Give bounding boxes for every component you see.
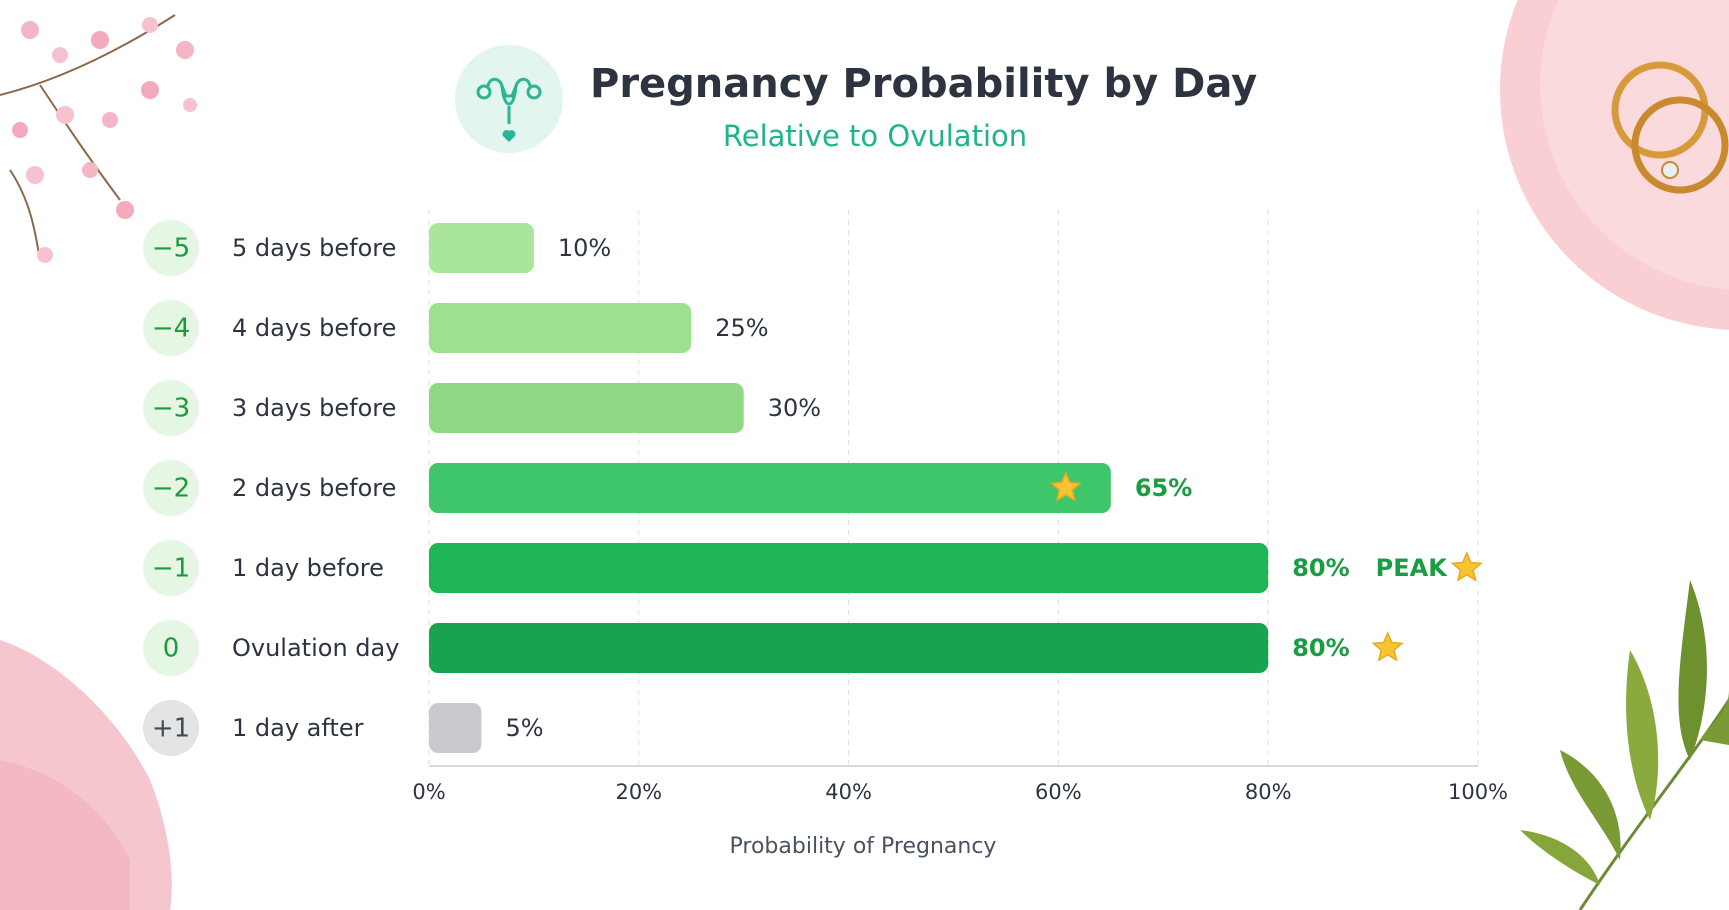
annotation: PEAK xyxy=(1376,554,1449,582)
value-label: 65% xyxy=(1135,474,1192,502)
y-tick-label: 1 day before xyxy=(232,554,384,582)
star-icon xyxy=(1450,551,1483,582)
title-icon xyxy=(455,45,563,153)
value-label: 5% xyxy=(505,714,543,742)
x-axis-label: Probability of Pregnancy xyxy=(730,834,997,859)
decoration-plate xyxy=(1500,0,1729,330)
day-badge xyxy=(143,220,199,276)
day-offset-label: −1 xyxy=(152,554,190,584)
day-badge xyxy=(143,300,199,356)
day-offset-label: 0 xyxy=(163,634,180,664)
bar xyxy=(429,223,534,273)
star-icon xyxy=(1371,631,1404,662)
bar xyxy=(429,383,744,433)
y-tick-label: 1 day after xyxy=(232,714,364,742)
day-badge xyxy=(143,700,199,756)
day-badge xyxy=(143,380,199,436)
bar xyxy=(429,703,482,753)
value-label: 80% xyxy=(1292,554,1349,582)
chart-subtitle: Relative to Ovulation xyxy=(723,119,1027,153)
day-badge xyxy=(143,460,199,516)
x-tick-label: 40% xyxy=(825,780,872,804)
value-label: 80% xyxy=(1292,634,1349,662)
bar xyxy=(429,543,1269,593)
bar xyxy=(429,623,1269,673)
decoration-leaves xyxy=(1520,580,1729,910)
day-offset-label: −4 xyxy=(152,314,190,344)
value-label: 25% xyxy=(715,314,768,342)
y-tick-label: 3 days before xyxy=(232,394,396,422)
x-tick-label: 0% xyxy=(412,780,445,804)
bar xyxy=(429,463,1111,513)
y-tick-label: 4 days before xyxy=(232,314,396,342)
y-tick-label: 5 days before xyxy=(232,234,396,262)
day-offset-label: −3 xyxy=(152,394,190,424)
day-offset-label: +1 xyxy=(152,714,190,744)
bar xyxy=(429,303,692,353)
value-label: 30% xyxy=(768,394,821,422)
day-badge xyxy=(143,540,199,596)
x-tick-label: 80% xyxy=(1245,780,1292,804)
star-icon xyxy=(1049,471,1082,502)
day-offset-label: −5 xyxy=(152,234,190,264)
x-tick-label: 20% xyxy=(615,780,662,804)
y-tick-label: Ovulation day xyxy=(232,634,399,662)
chart-title: Pregnancy Probability by Day xyxy=(590,61,1257,107)
value-label: 10% xyxy=(558,234,611,262)
decoration-towel xyxy=(0,640,172,910)
decoration-flowers xyxy=(0,14,197,263)
x-tick-label: 60% xyxy=(1035,780,1082,804)
x-tick-label: 100% xyxy=(1448,780,1508,804)
y-tick-label: 2 days before xyxy=(232,474,396,502)
day-badge xyxy=(143,620,199,676)
day-offset-label: −2 xyxy=(152,474,190,504)
